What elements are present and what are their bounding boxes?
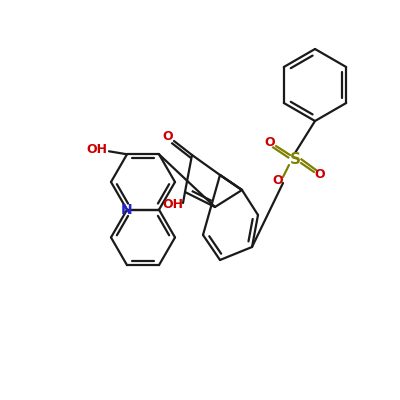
Text: N: N	[121, 203, 133, 217]
Text: O: O	[315, 168, 325, 182]
Text: O: O	[273, 174, 283, 186]
Text: OH: OH	[86, 143, 108, 156]
Text: OH: OH	[162, 198, 184, 212]
Text: O: O	[265, 136, 275, 148]
Text: O: O	[163, 130, 173, 144]
Text: S: S	[290, 152, 300, 168]
